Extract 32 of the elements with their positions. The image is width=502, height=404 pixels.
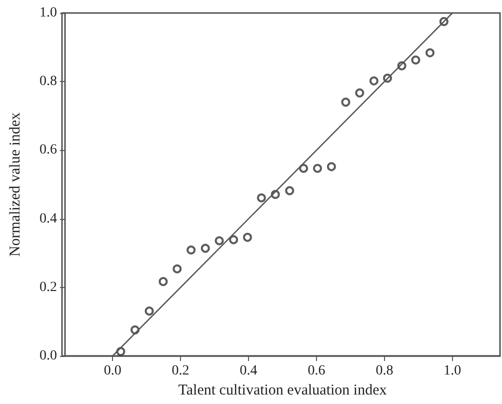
point: [186, 246, 196, 255]
y-tick-label: 1.0: [40, 6, 57, 20]
x-tick-label: 0.4: [240, 364, 258, 378]
point: [355, 88, 364, 98]
point: [326, 162, 336, 172]
point: [285, 186, 294, 196]
x-axis-title: Talent cultivation evaluation index: [178, 382, 388, 398]
x-tick-label: 1.0: [444, 364, 462, 378]
point: [256, 193, 266, 202]
point: [229, 235, 238, 244]
x-tick-label: 0.6: [308, 364, 326, 378]
y-tick-label: 0.6: [40, 142, 57, 158]
y-tick-label: 0.8: [40, 74, 57, 90]
point: [299, 164, 308, 173]
x-tick-label: 0.0: [104, 364, 122, 378]
y-axis-title: Normalized value index: [8, 112, 24, 257]
point: [144, 306, 154, 316]
point: [172, 264, 182, 274]
point: [214, 236, 224, 246]
y-tick-label: 0.0: [40, 348, 57, 364]
x-tick-label: 0.2: [172, 364, 190, 378]
y-tick-label: 0.2: [40, 280, 57, 295]
point: [158, 277, 168, 286]
point: [411, 55, 420, 64]
point: [200, 244, 210, 253]
point: [341, 98, 350, 107]
y-tick-label: 0.4: [40, 211, 57, 226]
point: [369, 76, 378, 86]
x-tick-label: 0.8: [376, 364, 394, 378]
point: [243, 232, 252, 242]
point: [313, 164, 322, 173]
point: [426, 48, 434, 58]
